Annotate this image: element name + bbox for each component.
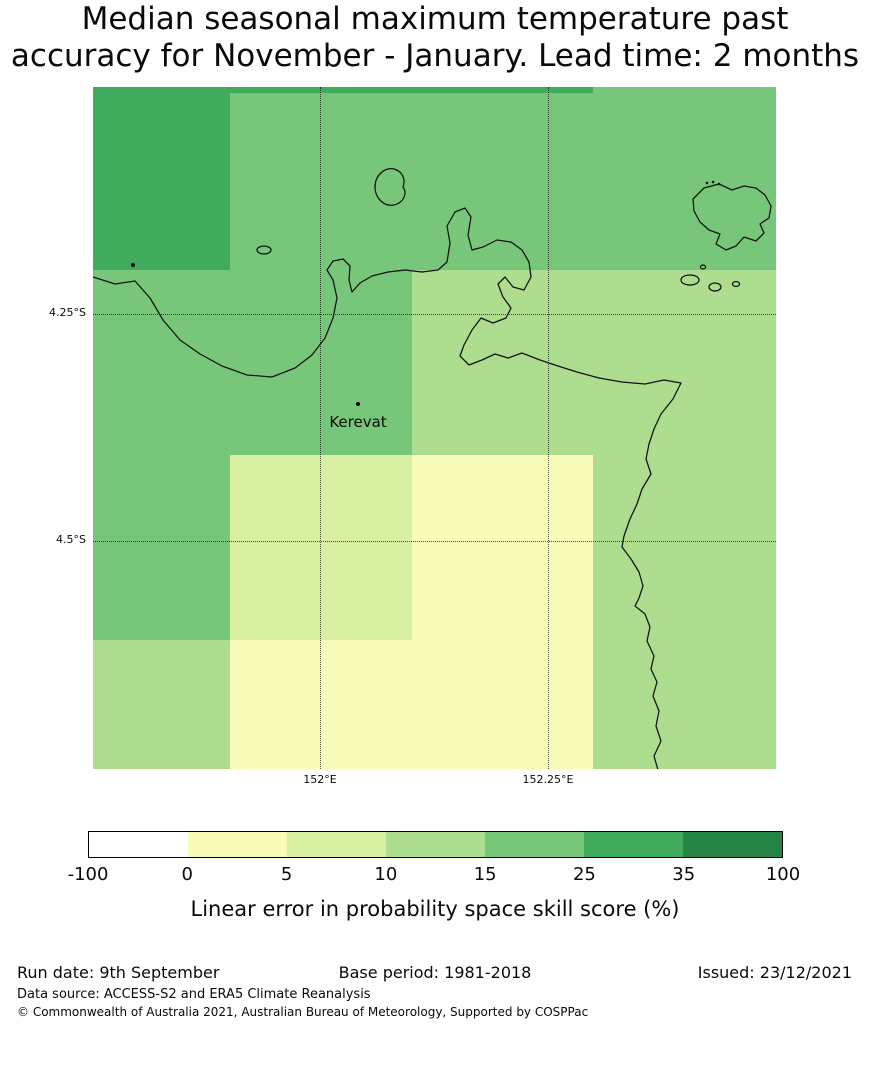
small-island	[699, 264, 707, 270]
map-grid-cell	[412, 269, 776, 455]
new-ireland-island	[692, 183, 772, 251]
map: Kerevat	[93, 87, 776, 769]
copyright: © Commonwealth of Australia 2021, Austra…	[17, 1005, 589, 1019]
duke-of-york-island	[680, 274, 700, 286]
lat-tick-label: 4.25°S	[49, 305, 86, 319]
watom-island	[374, 168, 406, 206]
map-grid-cell	[93, 455, 230, 641]
station-marker	[356, 402, 360, 407]
map-grid-cell	[93, 87, 230, 270]
issued-date: Issued: 23/12/2021	[697, 963, 852, 982]
data-source: Data source: ACCESS-S2 and ERA5 Climate …	[17, 987, 371, 1002]
station-label: Kerevat	[329, 413, 387, 432]
map-grid-cell	[230, 640, 593, 769]
chart-title-line2: accuracy for November - January. Lead ti…	[10, 38, 860, 74]
latitude-gridline	[93, 541, 776, 542]
colorbar-segment	[287, 832, 386, 857]
colorbar-tick-label: 15	[473, 864, 497, 885]
map-grid-cell	[230, 87, 593, 93]
colorbar-segment	[188, 832, 287, 857]
coastal-islet	[256, 245, 272, 255]
map-grid-cell	[593, 640, 776, 769]
colorbar-segment	[485, 832, 584, 857]
footer-meta: Run date: 9th September Base period: 198…	[0, 963, 870, 985]
colorbar-tick-label: -100	[67, 864, 109, 885]
latitude-gridline	[93, 313, 776, 315]
colorbar-segment	[584, 832, 683, 857]
map-grid-cell	[593, 87, 776, 93]
map-cells	[93, 87, 776, 769]
map-grid-cell	[93, 269, 413, 455]
small-island	[708, 282, 722, 292]
small-island	[731, 280, 741, 288]
colorbar-tick-label: 10	[374, 864, 398, 885]
coastline-mainland	[93, 207, 682, 769]
colorbar-ticks: -100 0 5 10 15 25 35 100	[68, 864, 801, 888]
islet-dot	[711, 180, 715, 184]
islet-dot	[705, 181, 709, 185]
longitude-gridline	[547, 87, 549, 769]
map-grid-cell	[593, 455, 776, 641]
lat-tick-label: 4.5°S	[56, 533, 86, 546]
colorbar-segment	[89, 832, 188, 857]
chart-title-line1: Median seasonal maximum temperature past	[81, 1, 789, 37]
tiny-islet	[131, 263, 135, 267]
colorbar	[88, 831, 783, 858]
colorbar-segment	[683, 832, 782, 857]
colorbar-segment	[386, 832, 485, 857]
longitude-gridline	[320, 87, 322, 769]
colorbar-tick-label: 5	[280, 864, 293, 885]
colorbar-caption: Linear error in probability space skill …	[190, 897, 680, 921]
colorbar-tick-label: 0	[181, 864, 194, 885]
colorbar-tick-label: 25	[572, 864, 596, 885]
coastline-layer	[93, 168, 772, 769]
colorbar-tick-label: 100	[765, 864, 801, 885]
run-date: Run date: 9th September	[17, 963, 220, 982]
islet-dot	[717, 182, 721, 186]
base-period: Base period: 1981-2018	[338, 963, 532, 982]
map-gridlines	[93, 87, 776, 769]
colorbar-tick-label: 35	[672, 864, 696, 885]
lon-tick-label: 152.25°E	[522, 773, 574, 786]
lon-tick-label: 152°E	[303, 773, 337, 786]
map-grid-cell	[412, 455, 593, 641]
chart-title: Median seasonal maximum temperature past…	[0, 1, 870, 75]
map-grid-cell	[93, 640, 230, 769]
